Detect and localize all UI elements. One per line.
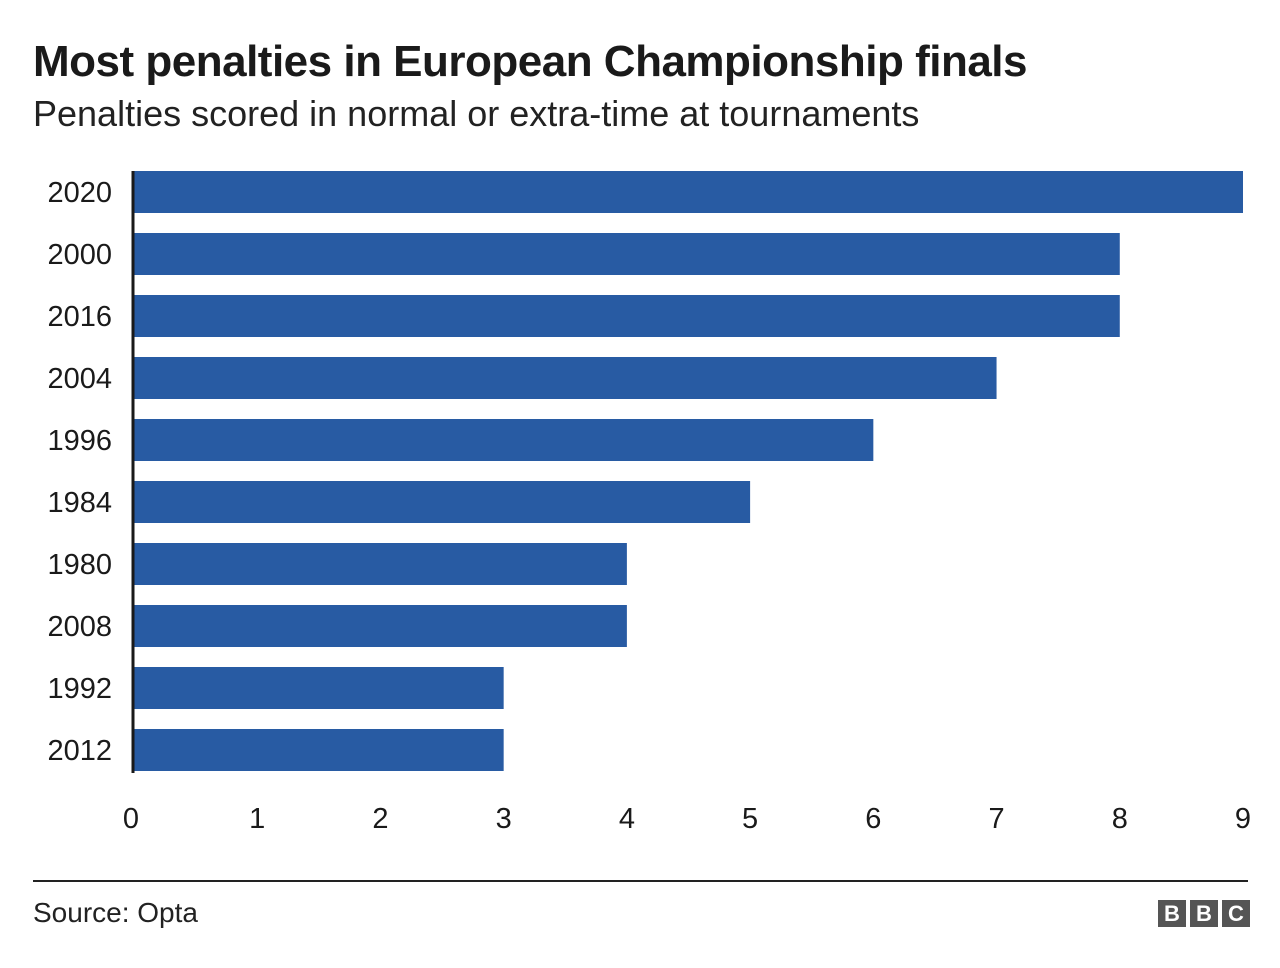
category-label: 2012: [47, 735, 112, 767]
category-label: 2004: [47, 363, 112, 395]
bar: [134, 605, 627, 647]
bar-chart: 2020200020162004199619841980200819922012…: [47, 171, 1251, 835]
category-label: 2016: [47, 301, 112, 333]
bar: [134, 543, 627, 585]
bar: [134, 667, 504, 709]
x-tick-label: 8: [1112, 803, 1128, 835]
bbc-logo-box: C: [1222, 900, 1250, 927]
bbc-logo: B B C: [1158, 900, 1250, 927]
category-label: 2008: [47, 611, 112, 643]
bbc-logo-box: B: [1190, 900, 1218, 927]
bar: [134, 171, 1243, 213]
x-tick-label: 6: [865, 803, 881, 835]
footer-divider: [33, 880, 1248, 882]
category-label: 1984: [47, 487, 112, 519]
bar: [134, 729, 504, 771]
category-label: 2020: [47, 177, 112, 209]
x-tick-label: 3: [496, 803, 512, 835]
x-tick-label: 7: [988, 803, 1004, 835]
bar: [134, 357, 997, 399]
category-label: 1980: [47, 549, 112, 581]
bar: [134, 233, 1120, 275]
source-note: Source: Opta: [33, 897, 198, 928]
bar: [134, 481, 751, 523]
chart-subtitle: Penalties scored in normal or extra-time…: [33, 93, 920, 134]
x-tick-label: 9: [1235, 803, 1251, 835]
bbc-logo-box: B: [1158, 900, 1186, 927]
bar: [134, 295, 1120, 337]
x-tick-label: 2: [372, 803, 388, 835]
category-label: 1992: [47, 673, 112, 705]
x-tick-label: 0: [123, 803, 139, 835]
category-label: 2000: [47, 239, 112, 271]
bar: [134, 419, 874, 461]
x-tick-label: 1: [249, 803, 265, 835]
x-tick-label: 5: [742, 803, 758, 835]
chart-title: Most penalties in European Championship …: [33, 37, 1028, 86]
x-tick-label: 4: [619, 803, 635, 835]
category-label: 1996: [47, 425, 112, 457]
